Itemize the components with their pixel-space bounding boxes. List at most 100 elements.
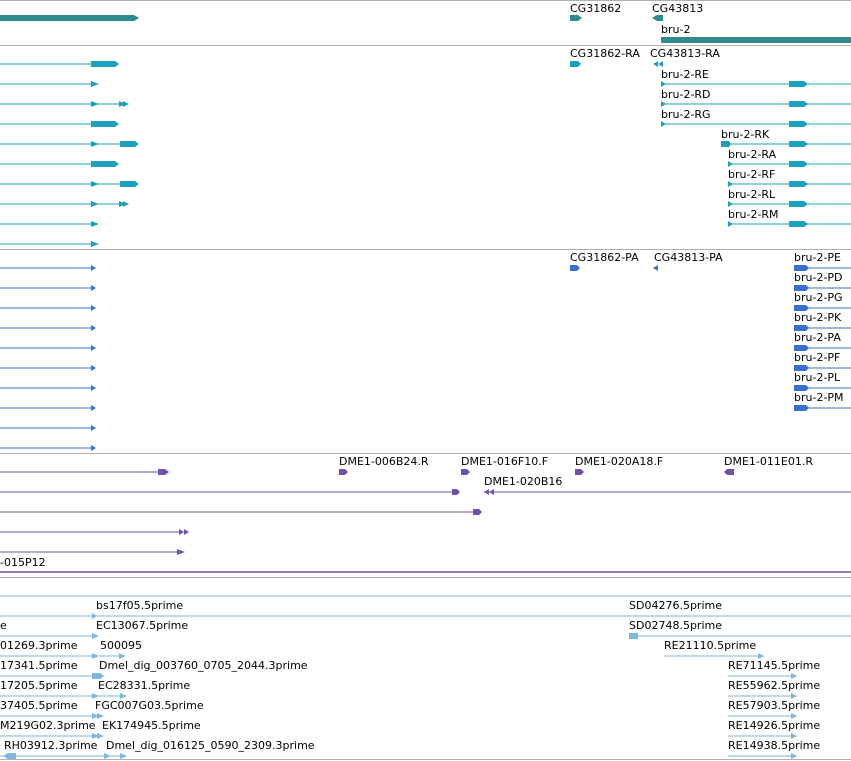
est-label: Dmel_dig_003760_0705_2044.3prime (99, 659, 308, 672)
transcript-feature[interactable] (0, 181, 139, 187)
protein-track (0, 265, 851, 451)
transcript-feature[interactable] (0, 201, 129, 207)
protein-bru-2-pl[interactable] (794, 385, 851, 391)
protein-bru-2-pd[interactable] (794, 285, 851, 291)
transcript-feature[interactable] (0, 121, 119, 127)
protein-feature[interactable] (0, 365, 96, 371)
est-feature[interactable] (728, 733, 797, 739)
est-feature[interactable] (728, 713, 797, 719)
est-label: SD02748.5prime (629, 619, 722, 632)
est-feature[interactable] (0, 753, 127, 759)
clone-feature[interactable] (0, 509, 482, 515)
est-feature[interactable] (728, 693, 797, 699)
protein-feature[interactable] (0, 385, 96, 391)
est-track (0, 595, 851, 759)
protein-feature[interactable] (0, 325, 96, 331)
protein-bru-2-pa[interactable] (794, 345, 851, 351)
clone-dme1-006b24-r[interactable] (339, 469, 348, 475)
protein-feature[interactable] (0, 425, 96, 431)
gene-feature-cg31862[interactable] (570, 15, 582, 21)
clone-dme1-016f10-f[interactable] (461, 469, 470, 475)
transcript-bru-2-rl[interactable] (728, 201, 851, 207)
gene-feature-cg43813[interactable] (652, 15, 663, 21)
est-label: e (0, 619, 7, 632)
protein-label: bru-2-PD (794, 271, 843, 284)
protein-label: CG43813-PA (654, 251, 723, 264)
est-label: RE14926.5prime (728, 719, 820, 732)
gene-track: CG31862 CG43813 bru-2 (0, 2, 851, 43)
transcript-label: CG31862-RA (570, 47, 640, 60)
protein-feature[interactable] (0, 265, 96, 271)
transcript-feature[interactable] (0, 101, 129, 107)
transcript-feature[interactable] (0, 81, 99, 87)
gene-label: CG31862 (570, 2, 621, 15)
transcript-bru-2-rm[interactable] (728, 221, 851, 227)
est-feature[interactable] (0, 713, 104, 719)
est-label: EC28331.5prime (98, 679, 190, 692)
est-label: RE14938.5prime (728, 739, 820, 752)
protein-feature[interactable] (0, 405, 96, 411)
est-label: 01269.3prime (0, 639, 78, 652)
protein-bru-2-pf[interactable] (794, 365, 851, 371)
gene-label: bru-2 (661, 23, 690, 36)
est-label: SD04276.5prime (629, 599, 722, 612)
transcript-feature[interactable] (0, 141, 139, 147)
gene-feature-bru-2[interactable] (661, 37, 851, 43)
transcript-bru-2-re[interactable] (661, 81, 851, 87)
protein-bru-2-pg[interactable] (794, 305, 851, 311)
gene-feature[interactable] (0, 15, 139, 21)
est-feature[interactable] (728, 673, 797, 679)
transcript-feature[interactable] (0, 241, 99, 247)
protein-cg31862-pa[interactable] (570, 265, 580, 271)
transcript-cg43813-ra[interactable] (653, 61, 663, 67)
clone-dme1-011e01-r[interactable] (724, 469, 734, 475)
est-feature[interactable] (664, 653, 764, 659)
protein-cg43813-pa[interactable] (653, 265, 658, 271)
est-feature[interactable] (0, 653, 126, 659)
est-label: FGC007G03.5prime (95, 699, 204, 712)
transcript-bru-2-rk[interactable] (721, 141, 851, 147)
clone-label: DME1-020A18.F (575, 455, 663, 468)
est-label: Dmel_dig_016125_0590_2309.3prime (106, 739, 315, 752)
protein-feature[interactable] (0, 445, 96, 451)
protein-feature[interactable] (0, 305, 96, 311)
clone-label: DME1-016F10.F (461, 455, 548, 468)
transcript-bru-2-rf[interactable] (728, 181, 851, 187)
est-feature[interactable] (0, 693, 127, 699)
transcript-bru-2-ra[interactable] (728, 161, 851, 167)
transcript-feature[interactable] (0, 61, 119, 67)
clone-feature[interactable] (0, 489, 460, 495)
clone-labels: DME1-006B24.R DME1-016F10.F DME1-020A18.… (0, 455, 813, 569)
clone-dme1-020a18-f[interactable] (575, 469, 584, 475)
clone-feature[interactable] (0, 549, 185, 555)
protein-feature[interactable] (0, 345, 96, 351)
clone-dme1-020b16[interactable] (484, 489, 851, 495)
transcript-label: bru-2-RE (661, 68, 709, 81)
est-feature[interactable] (728, 753, 797, 759)
transcript-feature[interactable] (0, 221, 99, 227)
est-feature[interactable] (0, 673, 104, 679)
est-label: M219G02.3prime (0, 719, 96, 732)
est-feature[interactable] (629, 633, 851, 639)
transcript-bru-2-rd[interactable] (661, 101, 851, 107)
protein-label: bru-2-PF (794, 351, 840, 364)
transcript-feature[interactable] (0, 161, 119, 167)
clone-track (0, 469, 851, 573)
protein-bru-2-pm[interactable] (794, 405, 851, 411)
clone-feature[interactable] (0, 529, 189, 535)
est-label: EC13067.5prime (96, 619, 188, 632)
protein-bru-2-pe[interactable] (794, 265, 851, 271)
protein-label: bru-2-PL (794, 371, 841, 384)
protein-bru-2-pk[interactable] (794, 325, 851, 331)
est-feature[interactable] (0, 633, 99, 639)
est-label: bs17f05.5prime (96, 599, 183, 612)
protein-feature[interactable] (0, 285, 96, 291)
transcript-label: bru-2-RM (728, 208, 779, 221)
protein-label: bru-2-PE (794, 251, 841, 264)
clone-feature[interactable] (0, 469, 169, 475)
est-feature[interactable] (0, 733, 104, 739)
transcript-bru-2-rg[interactable] (661, 121, 851, 127)
transcript-label: bru-2-RA (728, 148, 777, 161)
transcript-cg31862-ra[interactable] (570, 61, 581, 67)
